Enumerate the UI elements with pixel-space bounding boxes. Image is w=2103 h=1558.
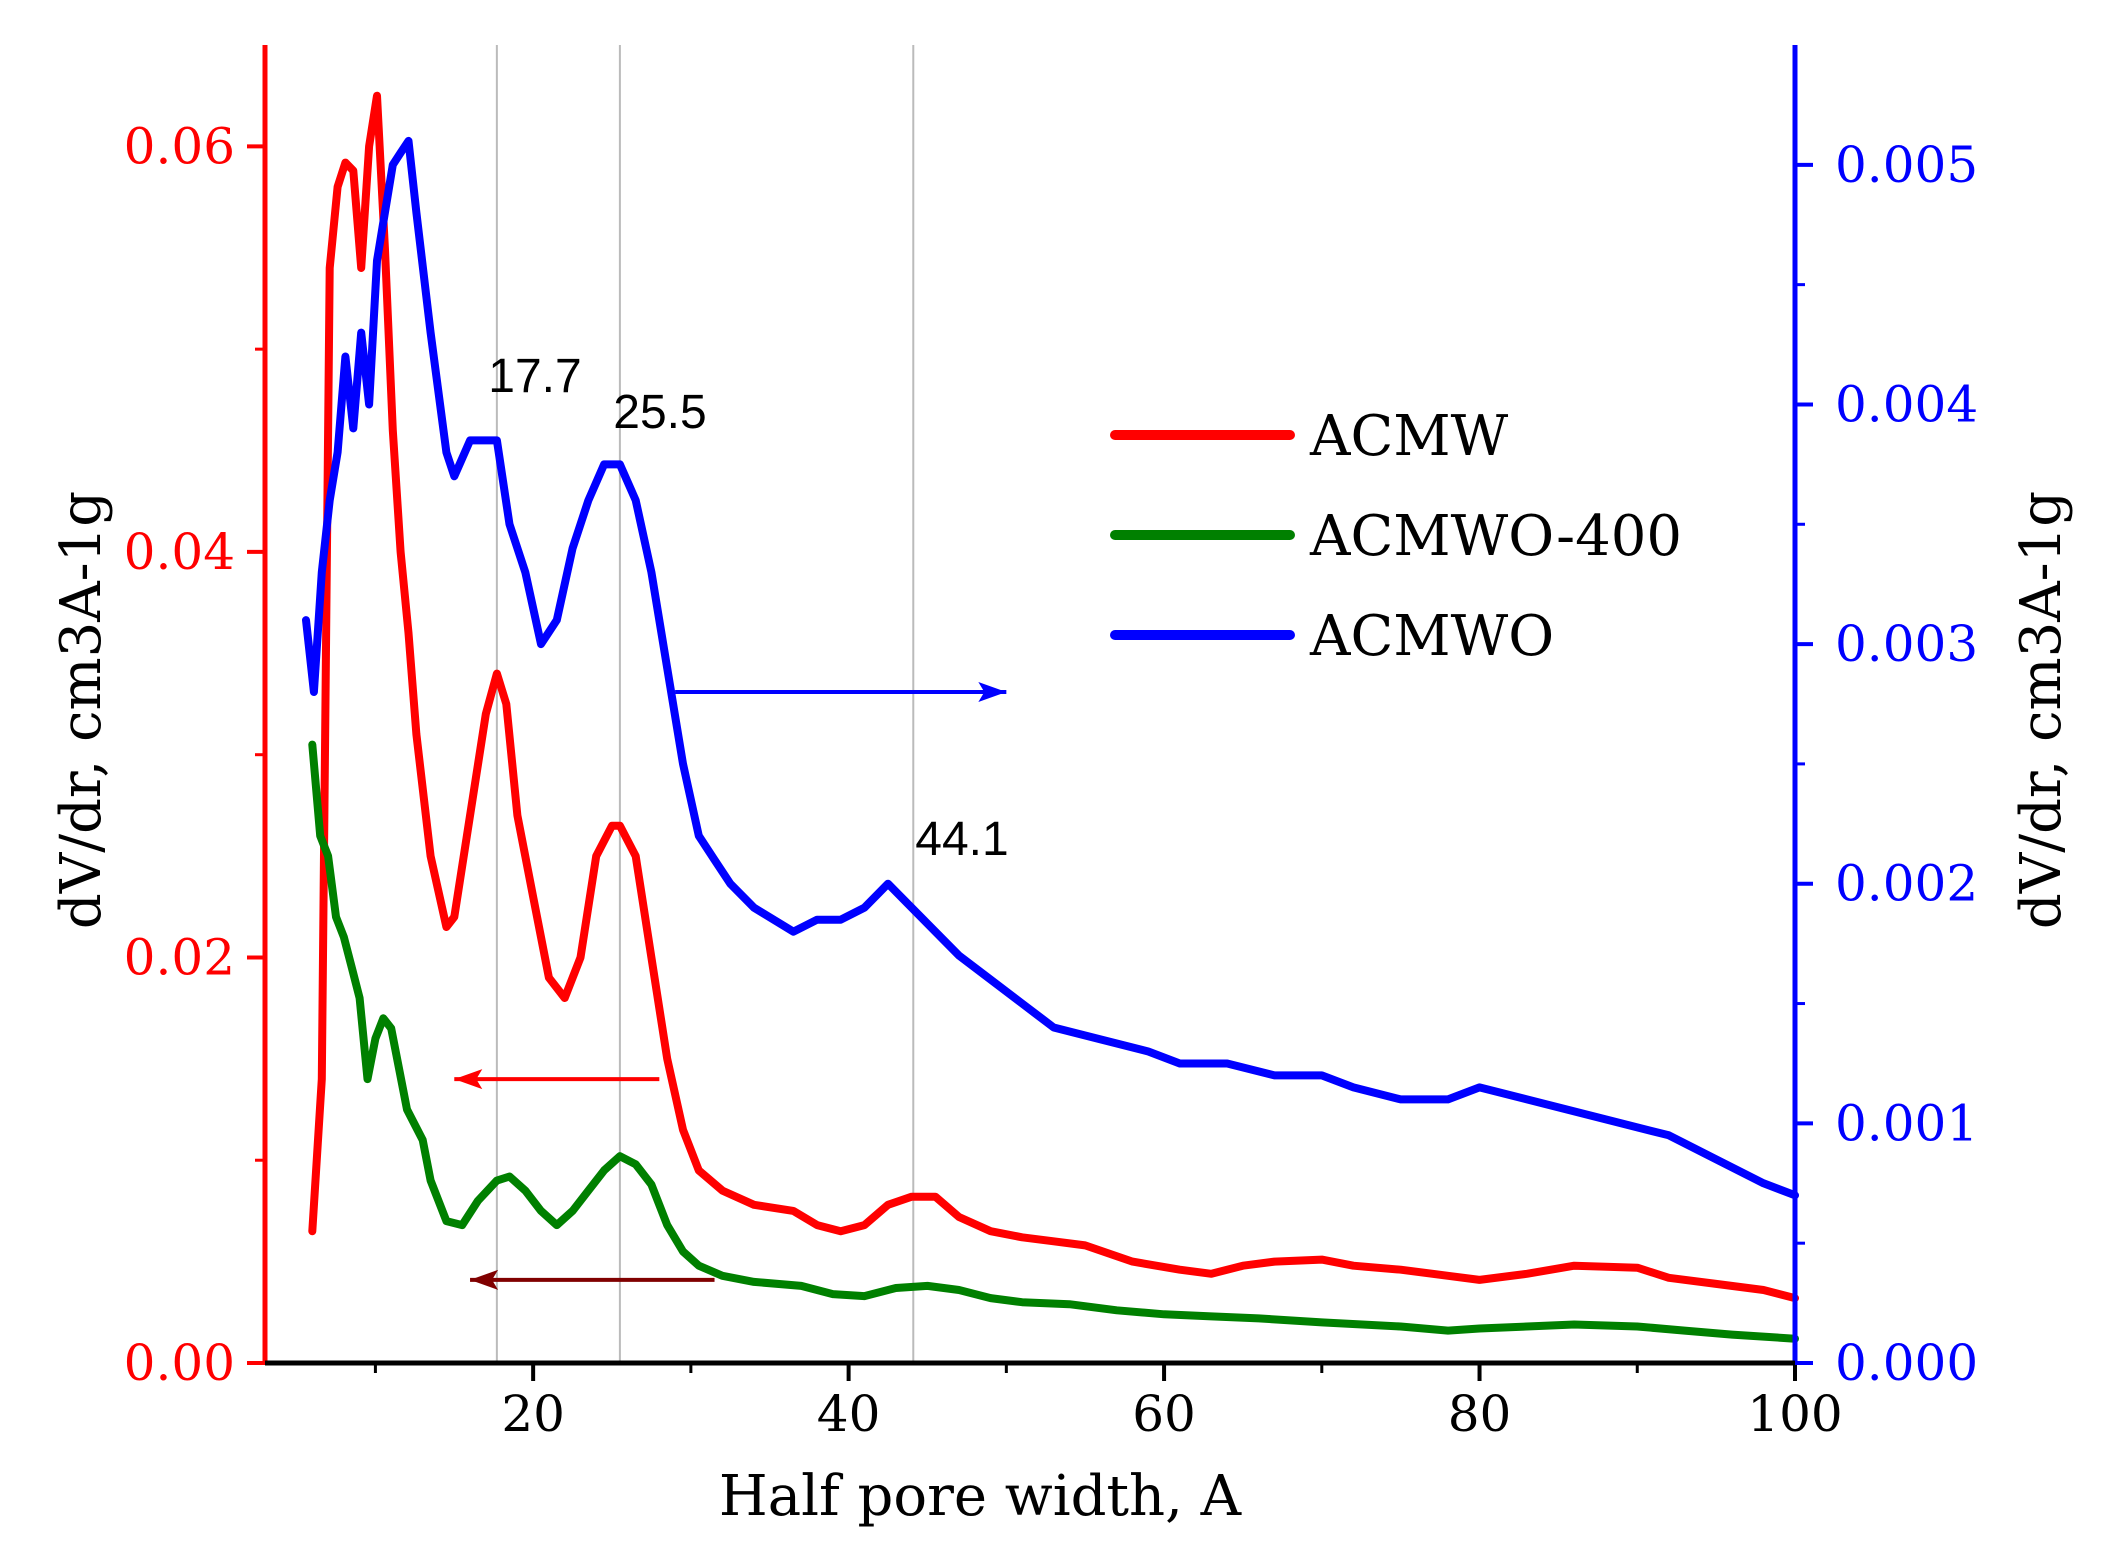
x-axis-title: Half pore width, A — [719, 1464, 1242, 1529]
series-group — [302, 91, 1799, 1343]
ticks: 20 40 60 80 100 0.00 0.02 0.04 0.06 0.000 0.001 0.0… — [124, 117, 1978, 1443]
y-axis-right-title: dV/dr, cm3A-1g — [2009, 491, 2074, 929]
y-right-tick-label-0.002: 0.002 — [1835, 855, 1978, 913]
series-line-acmwo — [302, 136, 1799, 1200]
y-left-tick-label-0.00: 0.00 — [124, 1334, 235, 1392]
legend: ACMW ACMWO-400 ACMWO — [1110, 404, 1682, 669]
y-left-tick-label-0.06: 0.06 — [124, 117, 235, 175]
arrow-acmwo-400-head — [470, 1269, 499, 1290]
y-right-tick-label-0.003: 0.003 — [1835, 615, 1978, 673]
x-tick-label-100: 100 — [1747, 1385, 1842, 1443]
series-line-acmwo-400 — [308, 740, 1799, 1343]
y-right-tick-label-0.000: 0.000 — [1835, 1334, 1978, 1392]
x-tick-label-80: 80 — [1448, 1385, 1512, 1443]
y-left-tick-label-0.02: 0.02 — [124, 928, 235, 986]
axis-direction-arrows — [454, 682, 1007, 1290]
y-right-tick-label-0.005: 0.005 — [1835, 136, 1978, 194]
arrow-acmwo-head — [978, 682, 1007, 703]
x-tick-label-20: 20 — [501, 1385, 565, 1443]
arrow-acmw-head — [454, 1069, 483, 1090]
y-right-tick-label-0.004: 0.004 — [1835, 375, 1978, 433]
series-line-acmw — [308, 91, 1799, 1303]
annotation-17.7: 17.7 — [488, 350, 581, 403]
y-right-tick-label-0.001: 0.001 — [1835, 1094, 1978, 1152]
legend-label-acmwo-400: ACMWO-400 — [1309, 504, 1682, 569]
y-left-tick-label-0.04: 0.04 — [124, 523, 235, 581]
gridlines — [495, 45, 915, 1363]
y-axis-left-title: dV/dr, cm3A-1g — [49, 491, 114, 929]
axes — [262, 45, 1798, 1366]
legend-label-acmw: ACMW — [1309, 404, 1509, 469]
annotation-25.5: 25.5 — [613, 386, 706, 439]
annotation-44.1: 44.1 — [915, 813, 1008, 866]
x-tick-label-40: 40 — [817, 1385, 881, 1443]
legend-label-acmwo: ACMWO — [1309, 604, 1554, 669]
x-tick-label-60: 60 — [1132, 1385, 1196, 1443]
